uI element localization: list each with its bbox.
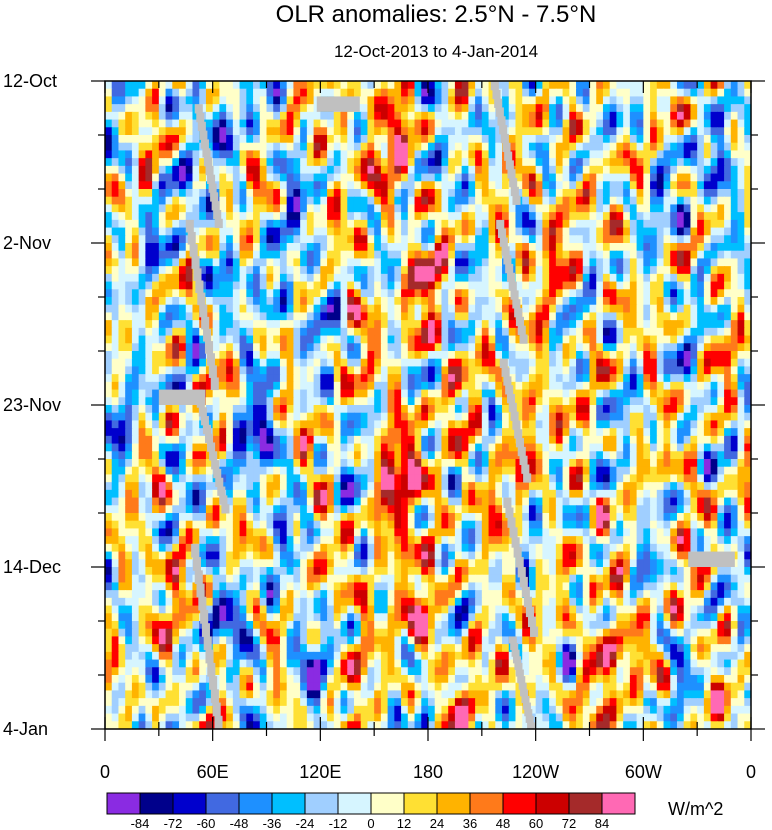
colorbar-label: -48 (230, 816, 249, 830)
colorbar-swatch (403, 792, 438, 815)
colorbar-swatch (535, 792, 570, 815)
x-tick-label: 0 (100, 762, 110, 782)
colorbar-swatch (205, 792, 240, 815)
colorbar-swatch (139, 792, 174, 815)
colorbar-label: 24 (430, 816, 444, 830)
colorbar-label: 72 (562, 816, 576, 830)
colorbar-label: 84 (595, 816, 609, 830)
colorbar-label: -60 (197, 816, 216, 830)
colorbar-swatch (469, 792, 504, 815)
y-axis: 12-Oct 2-Nov 23-Nov 14-Dec 4-Jan (3, 71, 765, 739)
colorbar-units: W/m^2 (668, 799, 723, 819)
colorbar: -84 -72 -60 -48 -36 -24 -12 0 12 24 36 48 60 72 84 (106, 792, 636, 830)
colorbar-label: 36 (463, 816, 477, 830)
heatmap-field (105, 81, 751, 729)
chart-title: OLR anomalies: 2.5°N - 7.5°N (276, 1, 597, 28)
colorbar-swatch (436, 792, 471, 815)
colorbar-swatch (271, 792, 306, 815)
x-tick-label: 60E (197, 762, 229, 782)
colorbar-swatch (238, 792, 273, 815)
colorbar-label: 0 (367, 816, 374, 830)
x-tick-label: 120W (512, 762, 559, 782)
chart-subtitle: 12-Oct-2013 to 4-Jan-2014 (334, 42, 538, 61)
x-tick-label: 0 (746, 762, 756, 782)
y-tick-label: 23-Nov (3, 395, 61, 415)
y-tick-label: 4-Jan (3, 719, 48, 739)
x-tick-label: 60W (625, 762, 662, 782)
colorbar-swatch (337, 792, 372, 815)
colorbar-swatch (502, 792, 537, 815)
colorbar-label: 48 (496, 816, 510, 830)
colorbar-label: -24 (296, 816, 315, 830)
colorbar-label: -12 (329, 816, 348, 830)
colorbar-swatch (304, 792, 339, 815)
colorbar-swatch (370, 792, 405, 815)
colorbar-label: -84 (131, 816, 150, 830)
colorbar-label: 12 (397, 816, 411, 830)
x-tick-label: 120E (299, 762, 341, 782)
y-tick-label: 2-Nov (3, 233, 51, 253)
x-axis: 0 60E 120E 180 120W 60W 0 (100, 81, 756, 782)
colorbar-label: 60 (529, 816, 543, 830)
y-tick-label: 12-Oct (3, 71, 57, 91)
colorbar-swatch (172, 792, 207, 815)
y-tick-label: 14-Dec (3, 557, 61, 577)
x-tick-label: 180 (413, 762, 443, 782)
colorbar-label: -72 (164, 816, 183, 830)
colorbar-swatch (568, 792, 603, 815)
colorbar-label: -36 (263, 816, 282, 830)
colorbar-swatch (106, 792, 141, 815)
missing-data-patches (158, 81, 735, 729)
colorbar-swatch (601, 792, 636, 815)
